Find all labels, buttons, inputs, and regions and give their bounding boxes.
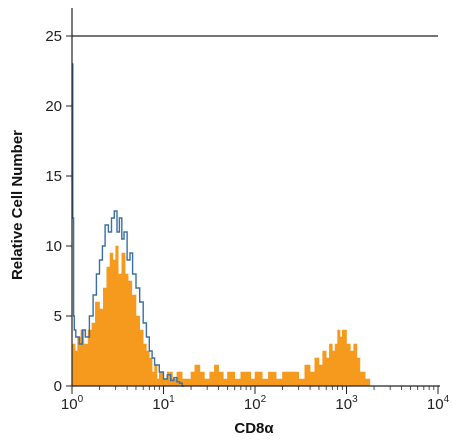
y-tick-label: 5 — [54, 308, 62, 325]
filled-histogram-series — [71, 245, 376, 387]
y-tick-label: 0 — [54, 378, 62, 395]
x-tick-label: 104 — [427, 394, 450, 413]
x-tick-label: 103 — [335, 394, 358, 413]
plot-area: 0 5 10 15 20 25 100 101 102 103 104 — [45, 8, 450, 413]
y-tick-label: 15 — [45, 168, 62, 185]
y-axis-title: Relative Cell Number — [9, 130, 26, 280]
x-tick-label: 102 — [244, 394, 267, 413]
x-tick-label: 101 — [152, 394, 175, 413]
x-tick-label: 100 — [61, 394, 84, 413]
y-tick-label: 25 — [45, 28, 62, 45]
outline-histogram-series — [72, 63, 185, 387]
x-axis-title: CD8α — [234, 420, 274, 437]
y-tick-label: 10 — [45, 238, 62, 255]
y-tick-label: 20 — [45, 98, 62, 115]
